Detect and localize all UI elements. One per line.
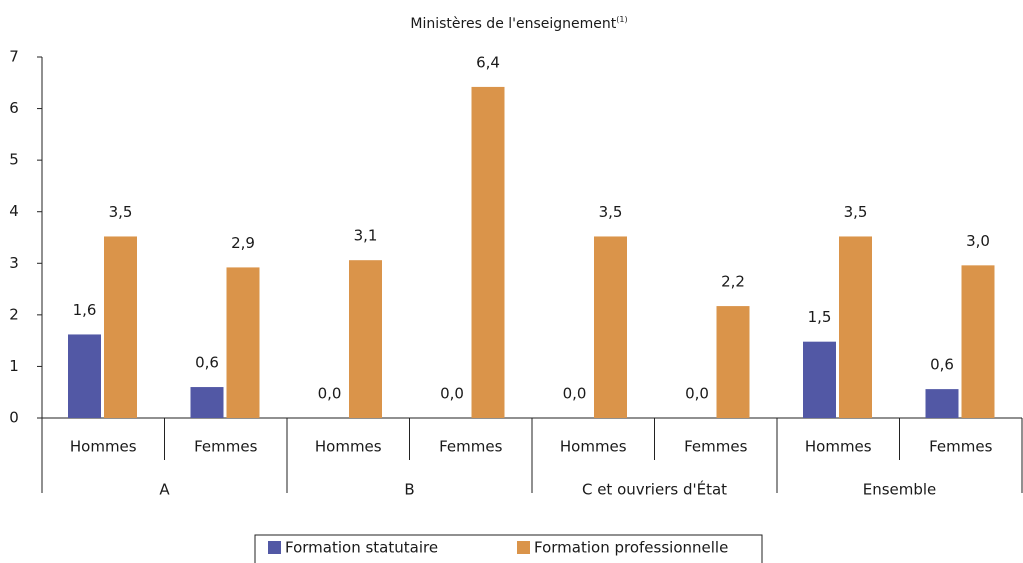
legend-label: Formation statutaire: [285, 539, 438, 557]
data-label: 0,6: [930, 356, 954, 374]
group-label: Ensemble: [863, 481, 937, 499]
title-text: Ministères de l'enseignement: [410, 16, 616, 32]
bar: [925, 389, 959, 418]
data-label: 1,5: [808, 308, 832, 326]
data-label: 0,0: [440, 385, 464, 403]
y-tick-label: 1: [9, 357, 19, 375]
y-tick-label: 2: [9, 305, 19, 323]
data-label: 0,0: [318, 385, 342, 403]
bar: [471, 86, 505, 418]
legend-swatch: [517, 541, 530, 554]
data-label: 0,0: [685, 385, 709, 403]
y-tick-label: 7: [9, 48, 19, 66]
x-tick-label: Femmes: [194, 438, 257, 456]
data-label: 3,5: [844, 203, 868, 221]
y-tick-label: 3: [9, 254, 19, 272]
data-label: 6,4: [476, 53, 500, 71]
bar: [190, 387, 224, 418]
group-label: B: [404, 481, 414, 499]
legend-box: [254, 534, 763, 563]
bar: [839, 236, 872, 418]
x-tick-label: Femmes: [929, 438, 992, 456]
y-tick-label: 5: [9, 151, 19, 169]
y-tick-label: 4: [9, 202, 19, 220]
bar: [68, 334, 101, 418]
data-label: 1,6: [73, 301, 97, 319]
x-tick-label: Hommes: [70, 438, 137, 456]
title-note: (1): [616, 15, 627, 24]
group-label: A: [159, 481, 170, 499]
bar: [803, 341, 836, 418]
x-tick-label: Hommes: [315, 438, 382, 456]
data-label: 0,6: [195, 354, 219, 372]
bar: [961, 265, 995, 418]
legend-label: Formation professionnelle: [534, 539, 728, 557]
bar: [104, 236, 137, 418]
x-tick-label: Femmes: [439, 438, 502, 456]
data-label: 3,1: [354, 227, 378, 245]
y-tick-label: 6: [9, 99, 19, 117]
bar: [594, 236, 627, 418]
data-label: 3,5: [599, 203, 623, 221]
data-label: 3,0: [966, 232, 990, 250]
data-label: 3,5: [109, 203, 133, 221]
bar: [226, 267, 260, 418]
chart-title: Ministères de l'enseignement(1): [410, 15, 627, 33]
data-label: 2,9: [231, 234, 255, 252]
x-tick-label: Hommes: [805, 438, 872, 456]
y-tick-label: 0: [9, 409, 19, 427]
group-label: C et ouvriers d'État: [582, 480, 727, 499]
data-label: 0,0: [563, 385, 587, 403]
legend-swatch: [268, 541, 281, 554]
x-tick-label: Hommes: [560, 438, 627, 456]
data-label: 2,2: [721, 273, 745, 291]
bar: [716, 306, 750, 418]
x-tick-label: Femmes: [684, 438, 747, 456]
bar: [349, 260, 382, 418]
